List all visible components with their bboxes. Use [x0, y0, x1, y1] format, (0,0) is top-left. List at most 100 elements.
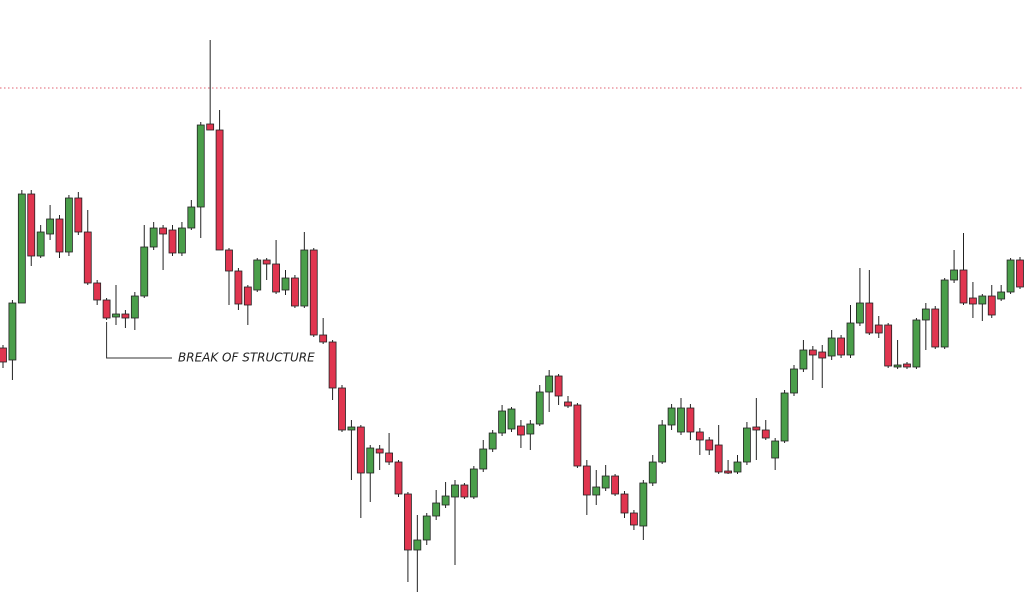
- candle-body: [46, 218, 54, 235]
- candle-body: [272, 263, 280, 293]
- candle-body: [535, 391, 544, 425]
- candle-body: [799, 349, 808, 370]
- candle-body: [243, 286, 252, 306]
- candle-body: [319, 334, 328, 343]
- candle-body: [498, 410, 506, 434]
- candle-body: [488, 432, 497, 450]
- candle-body: [432, 502, 441, 517]
- candle-body: [677, 407, 685, 433]
- candle-body: [884, 324, 893, 367]
- candle-body: [17, 193, 26, 304]
- candle-body: [658, 424, 667, 463]
- candle-body: [639, 482, 648, 527]
- candle-body: [196, 124, 205, 208]
- candle-body: [771, 440, 780, 459]
- candle-body: [912, 319, 921, 368]
- candle-body: [140, 246, 149, 297]
- candle-body: [93, 282, 102, 301]
- candle-body: [554, 375, 563, 397]
- candle-body: [790, 368, 798, 394]
- candle-body: [865, 302, 874, 334]
- candle-body: [328, 341, 337, 389]
- candle-body: [366, 447, 375, 474]
- candle-body: [611, 475, 619, 495]
- candle-body: [630, 512, 638, 526]
- candle-body: [743, 427, 751, 463]
- candle-body: [375, 448, 384, 454]
- candle-body: [733, 461, 742, 473]
- candle-body: [959, 269, 968, 304]
- candle-body: [102, 299, 111, 319]
- candle-body: [451, 484, 459, 498]
- candle-body: [65, 197, 73, 253]
- candle-body: [545, 375, 554, 393]
- candle-body: [74, 197, 83, 233]
- candle-body: [921, 308, 930, 321]
- candle-body: [620, 493, 629, 514]
- candle-body: [950, 269, 958, 281]
- annotation-connector: [106, 322, 172, 359]
- candle-body: [827, 337, 836, 357]
- annotation: BREAK OF STRUCTURE: [178, 351, 315, 365]
- candle-body: [564, 401, 572, 407]
- candle-body: [780, 392, 789, 442]
- candle-body: [291, 277, 299, 307]
- candle-body: [187, 206, 196, 229]
- candle-body: [281, 277, 290, 291]
- candle-body: [856, 302, 864, 324]
- candle-body: [573, 404, 582, 467]
- candle-body: [997, 291, 1006, 300]
- candle-body: [404, 493, 412, 551]
- candle-body: [300, 249, 309, 307]
- candle-body: [517, 425, 525, 436]
- candle-body: [931, 308, 940, 348]
- candle-body: [178, 227, 186, 254]
- candle-body: [479, 448, 488, 470]
- candle-body: [695, 431, 704, 441]
- candle-body: [601, 475, 610, 489]
- candle-body: [130, 295, 139, 319]
- candle-body: [206, 123, 215, 131]
- candle-body: [874, 324, 883, 334]
- candle-body: [168, 229, 177, 254]
- candle-body: [112, 313, 120, 318]
- candle-body: [441, 495, 450, 506]
- candle-body: [262, 259, 271, 265]
- candle-body: [36, 231, 45, 257]
- candle-body: [121, 313, 130, 319]
- candle-body: [903, 363, 911, 368]
- candle-body: [55, 218, 64, 253]
- candle-body: [705, 439, 714, 451]
- candle-body: [940, 279, 949, 348]
- candle-body: [686, 407, 695, 433]
- candle-body: [356, 426, 365, 474]
- candle-body: [385, 452, 393, 463]
- candle-body: [1006, 259, 1015, 293]
- candle-body: [592, 486, 601, 496]
- candle-body: [149, 227, 158, 248]
- candle-body: [27, 193, 36, 257]
- candle-body: [978, 295, 987, 305]
- candle-body: [8, 302, 17, 361]
- candle-body: [808, 349, 817, 356]
- candle-body: [234, 270, 243, 305]
- candle-body: [714, 444, 723, 473]
- candle-body: [0, 347, 7, 363]
- candle-body: [724, 470, 732, 474]
- candle-body: [846, 322, 855, 356]
- candle-body: [422, 515, 431, 541]
- candle-body: [159, 227, 167, 235]
- candle-body: [648, 461, 657, 484]
- candle-body: [752, 426, 761, 431]
- candle-body: [309, 249, 318, 336]
- candle-body: [394, 461, 403, 495]
- candle-body: [253, 259, 262, 291]
- candle-body: [667, 407, 676, 426]
- candle-body: [969, 297, 977, 305]
- candle-body: [761, 429, 770, 439]
- candle-body: [83, 231, 92, 284]
- candle-body: [413, 539, 422, 551]
- candle-body: [1016, 259, 1024, 288]
